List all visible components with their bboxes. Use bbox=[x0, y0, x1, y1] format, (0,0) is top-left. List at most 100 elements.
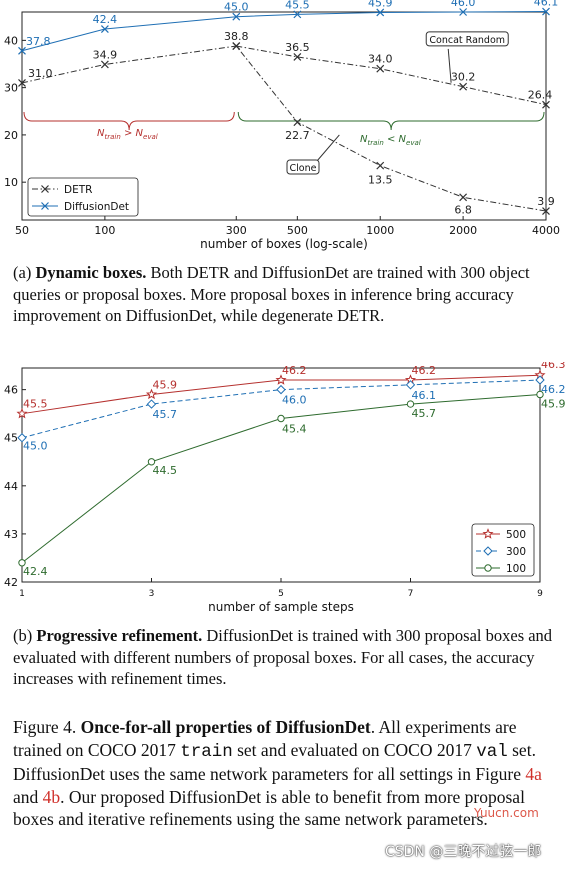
figure-text-5: . Our proposed DiffusionDet is able to b… bbox=[13, 786, 525, 830]
callout-clone: Clone bbox=[290, 163, 317, 174]
data-point-marker bbox=[147, 458, 156, 466]
data-label: 37.8 bbox=[26, 35, 51, 48]
data-point-marker bbox=[17, 433, 27, 443]
data-label: 46.2 bbox=[541, 383, 566, 396]
region-label-train-lt-eval-sub2: eval bbox=[406, 139, 421, 147]
x-tick-label-500: 500 bbox=[287, 224, 308, 237]
x-axis-label: number of boxes (log-scale) bbox=[200, 237, 368, 251]
data-point-marker bbox=[276, 384, 286, 395]
data-label: 46.1 bbox=[412, 389, 437, 402]
region-label-train-gt-eval-sub1: train bbox=[104, 133, 120, 141]
data-label: 45.9 bbox=[541, 397, 566, 410]
data-point-marker bbox=[16, 407, 28, 419]
data-point-marker bbox=[542, 7, 550, 16]
callout-concat-random: Concat Random bbox=[429, 35, 505, 46]
series-detr: 31.0 34.9 38.8 22.7 13.5 6.8 3.9 bbox=[18, 30, 555, 216]
data-label: 45.0 bbox=[224, 1, 249, 14]
data-point-marker bbox=[18, 559, 26, 567]
legend-label-diffusiondet: DiffusionDet bbox=[64, 201, 129, 213]
y-tick-label-42: 42 bbox=[4, 576, 18, 589]
data-point-marker bbox=[405, 380, 416, 390]
chart-a-dynamic-boxes: 50 100 300 500 1000 2000 4000 10 20 30 40 number of… bbox=[4, 0, 560, 251]
callout-box-concat bbox=[425, 31, 509, 47]
data-point-marker bbox=[232, 42, 241, 50]
data-point-marker bbox=[459, 193, 468, 202]
y-tick-label-40: 40 bbox=[4, 34, 18, 47]
legend-label-300: 300 bbox=[506, 546, 526, 558]
data-label: 45.5 bbox=[285, 0, 310, 11]
x-tick-label-5: 5 bbox=[278, 589, 284, 599]
caption-b-label: (b) bbox=[13, 626, 33, 645]
data-label: 45.9 bbox=[153, 378, 178, 391]
callout-line-concat bbox=[447, 48, 452, 83]
data-label: 44.5 bbox=[153, 464, 178, 477]
brace-train-gt-eval bbox=[23, 111, 235, 131]
legend: 500 300 100 bbox=[471, 523, 535, 577]
data-point-marker bbox=[376, 161, 385, 170]
y-tick-label-10: 10 bbox=[4, 176, 18, 189]
data-label: 34.0 bbox=[368, 53, 393, 66]
data-point-marker bbox=[18, 78, 26, 87]
figure-ref-4a[interactable]: 4a bbox=[525, 764, 542, 784]
data-point-marker bbox=[535, 375, 545, 385]
author-watermark: CSDN @三晚不过弦一郎 bbox=[385, 844, 542, 860]
data-point-marker bbox=[18, 46, 26, 55]
legend-frame bbox=[471, 523, 535, 577]
region-label-train-gt-eval-base: N bbox=[97, 128, 105, 139]
data-label: 22.7 bbox=[285, 129, 310, 142]
region-label-train-lt-eval-op: < bbox=[384, 134, 399, 145]
plot-frame bbox=[21, 11, 547, 221]
callout-line-clone bbox=[316, 134, 340, 162]
data-label: 36.5 bbox=[285, 41, 310, 54]
legend-swatch-marker bbox=[41, 202, 49, 210]
caption-a-label: (a) bbox=[13, 263, 32, 282]
figure-text-2: set and evaluated on COCO 2017 bbox=[232, 739, 477, 760]
data-label: 45.7 bbox=[412, 407, 437, 420]
figure-code-val: val bbox=[476, 741, 508, 762]
x-tick-label-3: 3 bbox=[149, 589, 155, 599]
figure-ref-4b[interactable]: 4b bbox=[42, 786, 61, 807]
y-tick-label-20: 20 bbox=[4, 129, 18, 142]
x-tick-label-100: 100 bbox=[94, 224, 115, 237]
data-label: 6.8 bbox=[454, 203, 472, 216]
data-label: 26.4 bbox=[528, 89, 553, 102]
data-point-marker bbox=[376, 64, 385, 73]
data-point-marker bbox=[293, 118, 302, 127]
data-label: 42.4 bbox=[93, 13, 118, 26]
x-tick-label-1000: 1000 bbox=[366, 224, 394, 237]
data-label: 46.0 bbox=[282, 394, 307, 407]
data-point-marker bbox=[459, 82, 468, 91]
x-tick-label-300: 300 bbox=[226, 224, 247, 237]
data-label: 45.4 bbox=[282, 422, 307, 435]
region-label-train-lt-eval-base: N bbox=[360, 134, 368, 145]
data-label: 46.2 bbox=[412, 364, 437, 377]
legend-swatch-marker bbox=[484, 564, 492, 572]
legend-swatch-marker bbox=[41, 185, 49, 193]
data-point-marker bbox=[542, 100, 550, 109]
data-label: 45.9 bbox=[368, 0, 393, 9]
x-tick-label-2000: 2000 bbox=[449, 224, 477, 237]
x-axis-label: number of sample steps bbox=[208, 600, 354, 614]
y-tick-label-46: 46 bbox=[4, 384, 18, 397]
data-label: 30.2 bbox=[451, 71, 476, 84]
data-label: 45.5 bbox=[23, 398, 48, 411]
caption-b: (b) Progressive refinement. DiffusionDet… bbox=[13, 625, 561, 690]
figure-code-train: train bbox=[180, 741, 233, 762]
x-tick-label-4000: 4000 bbox=[532, 224, 560, 237]
data-point-marker bbox=[293, 52, 302, 61]
figure-text-4: and bbox=[13, 786, 43, 807]
series-300: 45.0 45.7 46.0 46.1 46.2 bbox=[17, 375, 566, 453]
region-label-train-gt-eval: Ntrain > Neval bbox=[97, 128, 158, 141]
series-line bbox=[236, 45, 547, 106]
caption-a-text: Both DETR and DiffusionDet are trained w… bbox=[13, 263, 530, 325]
legend-label-detr: DETR bbox=[64, 184, 92, 196]
data-label: 38.8 bbox=[224, 30, 249, 43]
figure-caption: Figure 4. Once-for-all properties of Dif… bbox=[13, 716, 561, 831]
legend-swatch-marker bbox=[482, 528, 494, 539]
data-point-marker bbox=[536, 390, 544, 399]
y-tick-label-30: 30 bbox=[4, 82, 18, 95]
data-label: 34.9 bbox=[93, 48, 118, 61]
region-label-train-gt-eval-sub2: eval bbox=[143, 133, 158, 141]
figure-label: Figure 4. bbox=[13, 717, 77, 737]
series-500: 45.545.946.2 46.2 46.3 bbox=[16, 362, 566, 419]
